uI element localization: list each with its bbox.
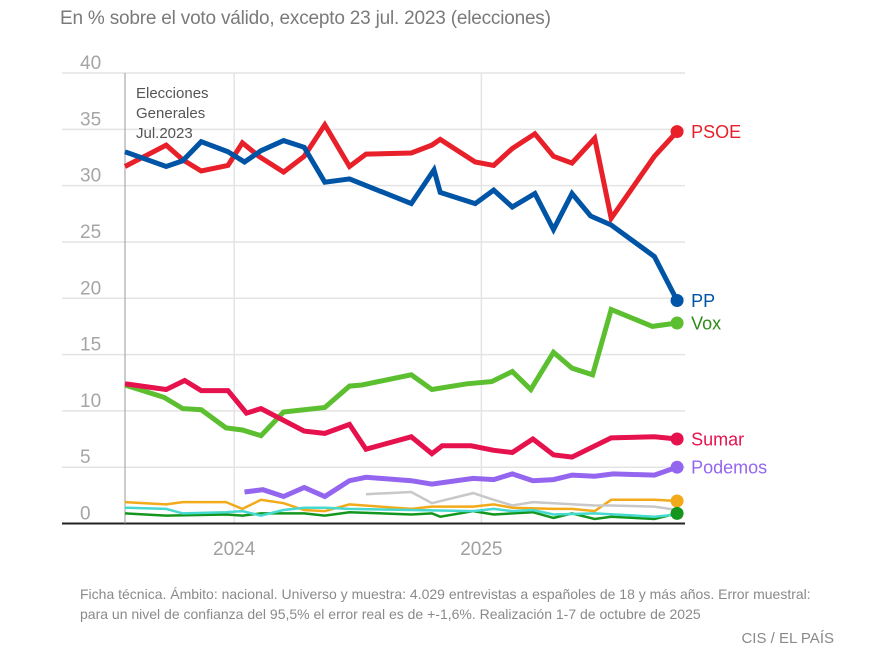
- series-line-psoe: [123, 120, 679, 225]
- end-marker-vox: [670, 316, 684, 330]
- end-marker-otro-1: [670, 494, 684, 508]
- series-label-podemos: Podemos: [691, 458, 767, 478]
- annotation-text: Elecciones: [136, 85, 209, 102]
- y-tick-label: 10: [80, 391, 101, 412]
- y-tick-label: 20: [80, 278, 101, 299]
- y-tick-label: 35: [80, 109, 101, 130]
- chart-subtitle: En % sobre el voto válido, excepto 23 ju…: [60, 8, 551, 29]
- series-line-otro-4: [365, 490, 678, 512]
- series-line-vox: [124, 306, 678, 439]
- series-line-podemos: [244, 464, 678, 500]
- annotation-text: Generales: [136, 105, 205, 122]
- series-label-sumar: Sumar: [691, 430, 744, 450]
- end-marker-otro-2: [670, 506, 684, 520]
- y-tick-label: 30: [80, 166, 101, 187]
- series-line-sumar: [124, 377, 678, 460]
- series-line-pp: [124, 137, 680, 302]
- series-labels: PSOE PP Vox Sumar Podemos: [670, 122, 767, 520]
- gridlines: [62, 72, 685, 525]
- series-line-otro-2: [124, 509, 678, 521]
- series-line-otro-3: [124, 506, 678, 518]
- end-marker-podemos: [670, 460, 684, 474]
- x-tick-label: 2024: [213, 539, 256, 560]
- election-annotation: Elecciones Generales Jul.2023: [124, 73, 209, 524]
- end-marker-psoe: [670, 125, 684, 139]
- annotation-text: Jul.2023: [136, 125, 193, 142]
- end-marker-sumar: [670, 432, 684, 446]
- technical-note: Ficha técnica. Ámbito: nacional. Univers…: [80, 586, 811, 622]
- y-tick-label: 15: [80, 335, 101, 356]
- series-label-pp: PP: [691, 291, 715, 311]
- series-label-vox: Vox: [691, 314, 721, 334]
- y-tick-label: 40: [80, 53, 101, 74]
- y-tick-label: 5: [80, 447, 91, 468]
- source-credit: CIS / EL PAÍS: [741, 630, 834, 647]
- series-lines: [123, 120, 680, 521]
- end-marker-pp: [670, 294, 684, 308]
- x-axis-ticks: 2024 2025: [213, 539, 502, 560]
- y-axis-ticks: 0 5 10 15 20 25 30 35 40: [80, 53, 101, 525]
- y-tick-label: 25: [80, 222, 101, 243]
- x-tick-label: 2025: [460, 539, 502, 560]
- y-tick-label: 0: [80, 504, 91, 525]
- series-label-psoe: PSOE: [691, 122, 741, 142]
